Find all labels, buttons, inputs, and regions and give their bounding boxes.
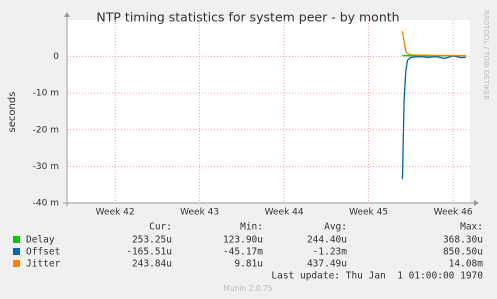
- x-tick-label: Week 42: [96, 208, 135, 218]
- legend-swatch: [13, 260, 20, 267]
- legend-column-header: Avg:: [324, 222, 347, 233]
- legend-stat: 253.25u: [132, 235, 172, 246]
- series-line: [401, 30, 466, 57]
- y-tick-label: 0: [53, 52, 59, 62]
- x-tick-label: Week 43: [180, 208, 219, 218]
- legend-stat: 123.90u: [223, 235, 263, 246]
- legend-stat: 243.84u: [132, 259, 172, 270]
- legend-stat: 244.40u: [307, 235, 347, 246]
- plot-area: [67, 20, 470, 203]
- chart-title: NTP timing statistics for system peer - …: [96, 10, 399, 25]
- legend-stat: 9.81u: [234, 259, 263, 270]
- series-line: [401, 55, 466, 180]
- legend-label: Offset: [26, 247, 60, 258]
- legend-stat: 368.30u: [443, 235, 483, 246]
- y-tick-label: -20 m: [33, 125, 59, 135]
- footer: Munin 2.0.75: [223, 284, 272, 293]
- axes: [63, 12, 479, 206]
- legend-stat: -1.23m: [313, 247, 348, 258]
- legend-stat: 14.08m: [449, 259, 484, 270]
- legend-stat: -165.51u: [126, 247, 172, 258]
- legend-stat: -45.17m: [223, 247, 263, 258]
- legend-column-header: Cur:: [149, 222, 172, 233]
- y-axis-label: seconds: [7, 92, 18, 133]
- legend-column-header: Min:: [240, 222, 263, 233]
- watermark: RRDTOOL / TOBI OETIKER: [482, 10, 490, 100]
- legend-label: Jitter: [26, 259, 61, 270]
- y-tick-label: -10 m: [33, 89, 59, 99]
- legend-label: Delay: [26, 235, 55, 246]
- legend-column-header: Max:: [460, 222, 483, 233]
- x-tick-label: Week 46: [434, 208, 473, 218]
- y-arrow: [64, 12, 70, 17]
- x-tick-label: Week 45: [349, 208, 388, 218]
- last-update: Last update: Thu Jan 1 01:00:00 1970: [271, 271, 483, 282]
- x-tick-label: Week 44: [265, 208, 304, 218]
- y-tick-label: -30 m: [33, 162, 59, 172]
- y-tick-label: -40 m: [33, 199, 59, 209]
- legend-swatch: [13, 248, 20, 255]
- x-arrow: [474, 200, 479, 206]
- legend-stat: 850.50u: [443, 247, 483, 258]
- legend-stat: 437.49u: [307, 259, 347, 270]
- legend-swatch: [13, 236, 20, 243]
